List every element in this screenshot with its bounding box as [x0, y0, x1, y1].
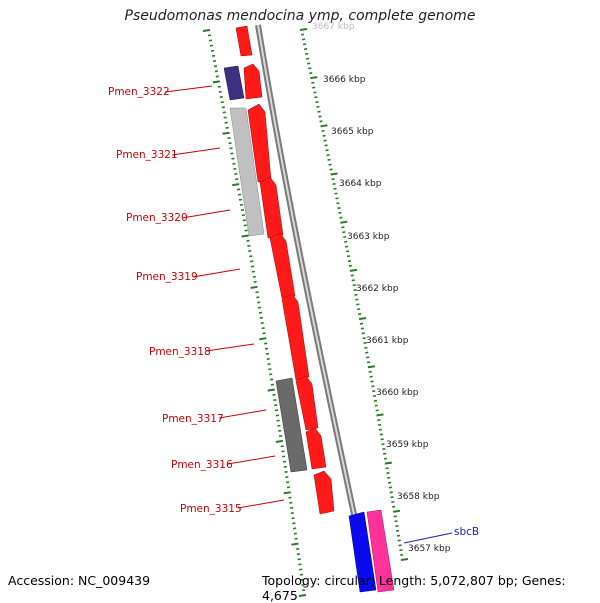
tick-mark — [268, 390, 275, 391]
tick-mark — [203, 30, 210, 31]
gene-label: Pmen_3316 — [171, 459, 233, 471]
tick-mark — [340, 222, 347, 223]
gene-label-sbcb: sbcB — [454, 526, 479, 538]
tick-mark — [401, 559, 408, 560]
sbcb-leader-line — [404, 533, 452, 543]
kbp-label: 3666 kbp — [323, 75, 366, 85]
genome-backbone — [258, 25, 370, 590]
tick-mark — [284, 492, 291, 493]
gene-block — [224, 66, 244, 100]
kbp-scale-labels: 3666 kbp 3665 kbp 3664 kbp 3663 kbp 3662… — [323, 75, 451, 554]
tick-mark — [368, 366, 375, 367]
gene-label: Pmen_3317 — [162, 413, 224, 425]
tick-mark — [251, 287, 258, 288]
forward-genes — [236, 26, 334, 514]
tick-mark — [259, 338, 266, 339]
tick-mark — [223, 133, 230, 134]
gene-label: Pmen_3318 — [149, 346, 211, 358]
kbp-label: 3658 kbp — [397, 492, 440, 502]
tick-mark — [213, 81, 220, 82]
reverse-genes — [224, 66, 394, 592]
tick-mark — [331, 173, 338, 174]
tick-mark — [291, 544, 298, 545]
kbp-label: 3661 kbp — [366, 336, 409, 346]
kbp-label-partial: 3667 kbp — [312, 22, 355, 32]
gene-label: Pmen_3319 — [136, 271, 198, 283]
tick-mark — [242, 235, 249, 236]
gene-arrow — [244, 64, 262, 99]
tick-mark — [232, 184, 239, 185]
gene-arrow — [236, 26, 252, 56]
gene-arrow — [314, 471, 334, 514]
tick-mark — [393, 511, 400, 512]
gene-label: Pmen_3315 — [180, 503, 242, 515]
accession-text: Accession: NC_009439 — [8, 573, 150, 588]
gene-arrow — [282, 294, 309, 380]
kbp-label: 3662 kbp — [356, 284, 399, 294]
tick-mark — [359, 318, 366, 319]
kbp-label: 3657 kbp — [408, 544, 451, 554]
tick-mark — [321, 125, 328, 126]
tick-mark — [300, 29, 307, 30]
kbp-label: 3659 kbp — [386, 440, 429, 450]
gene-arrow — [270, 233, 295, 298]
tick-mark — [350, 270, 357, 271]
tick-mark — [376, 414, 383, 415]
kbp-label: 3663 kbp — [347, 232, 390, 242]
gene-arrow — [306, 428, 326, 469]
topology-stats-text: Topology: circular; Length: 5,072,807 bp… — [262, 573, 600, 603]
kbp-label: 3660 kbp — [376, 388, 419, 398]
kbp-label: 3665 kbp — [331, 127, 374, 137]
tick-mark — [385, 463, 392, 464]
gene-label: Pmen_3321 — [116, 149, 178, 161]
tick-mark — [310, 77, 317, 78]
gene-label: Pmen_3320 — [126, 212, 188, 224]
kbp-label: 3664 kbp — [339, 179, 382, 189]
tick-mark — [276, 441, 283, 442]
gene-label: Pmen_3322 — [108, 86, 170, 98]
